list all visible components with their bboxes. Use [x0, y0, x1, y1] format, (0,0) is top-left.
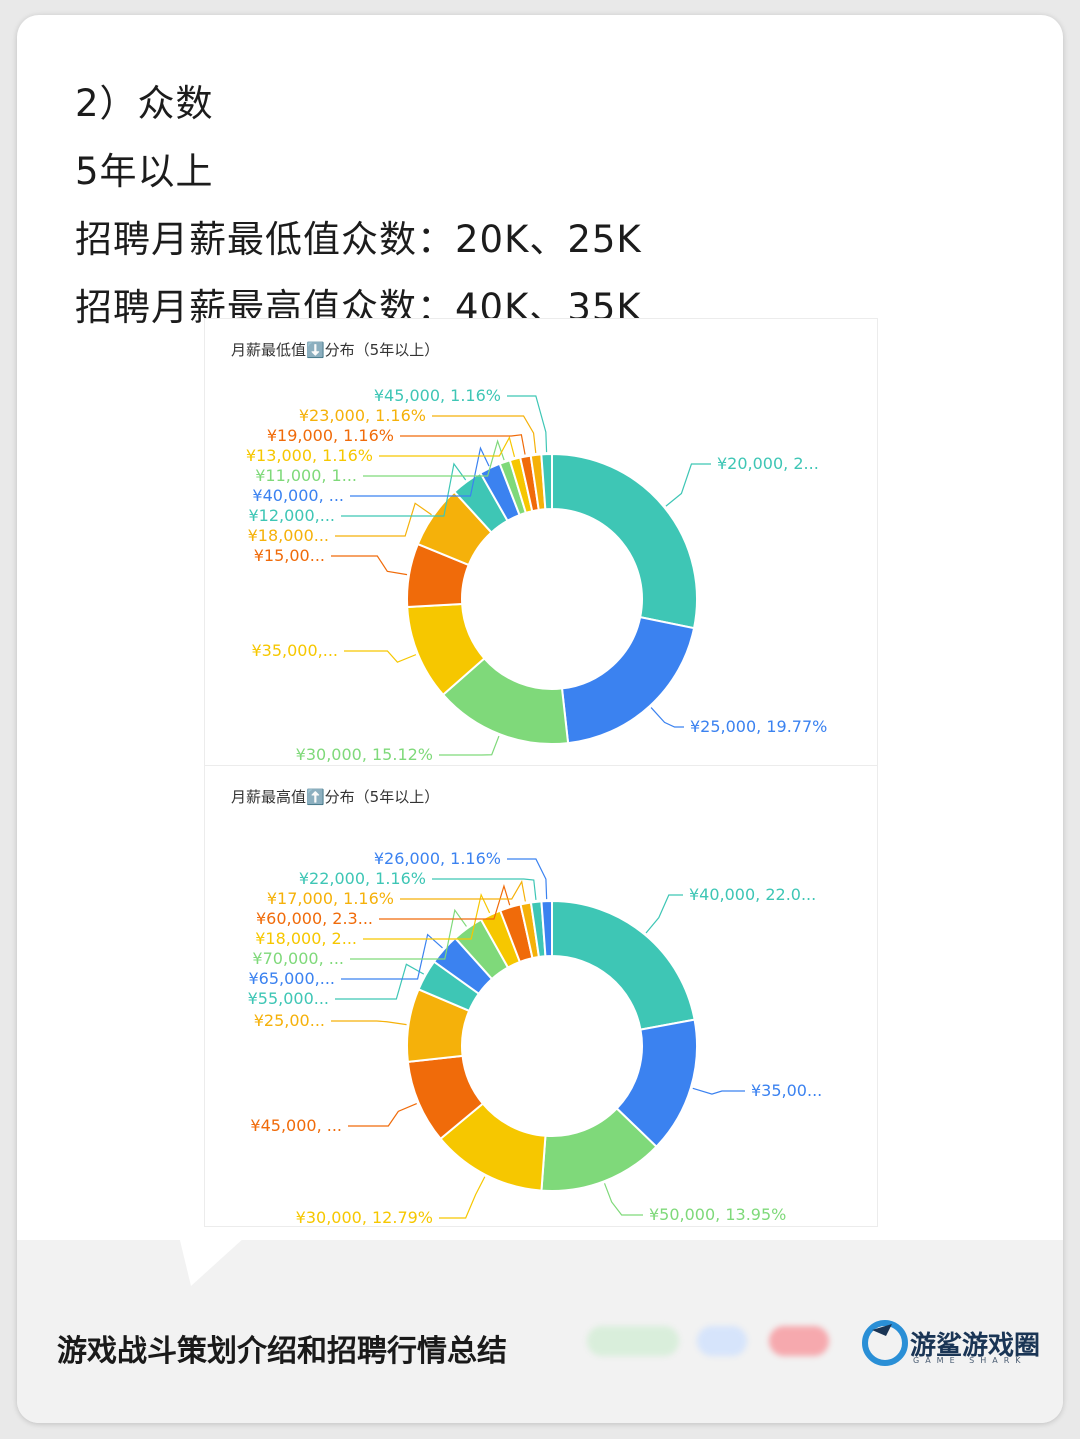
leader-line	[650, 707, 684, 728]
leader-line	[331, 555, 408, 576]
slice-label: ¥18,000, 2...	[255, 929, 357, 948]
slice-label: ¥13,000, 1.16%	[246, 446, 373, 465]
leader-line	[665, 463, 711, 507]
leader-line	[603, 1183, 643, 1216]
slice-label: ¥65,000,...	[248, 969, 335, 988]
leader-line	[348, 1102, 417, 1127]
leader-line	[341, 933, 443, 980]
leader-line	[331, 1020, 407, 1026]
slice-label: ¥55,000...	[248, 989, 329, 1008]
leader-line	[400, 880, 526, 902]
blurred-wechat-badge	[587, 1326, 679, 1356]
slice-label: ¥22,000, 1.16%	[299, 869, 426, 888]
leader-line	[692, 1087, 745, 1095]
donut-slice	[540, 452, 553, 511]
leader-line	[344, 650, 417, 663]
leader-line	[379, 883, 511, 920]
blurred-redbook-badge	[769, 1326, 829, 1356]
leader-line	[363, 892, 491, 940]
leader-line	[335, 502, 432, 537]
max-salary-donut-chart: 月薪最高值⬆️分布（5年以上） ¥40,000, 22.0... ¥35,00..…	[204, 765, 878, 1227]
slice-label: ¥20,000, 2...	[717, 454, 819, 473]
slice-label: ¥30,000, 12.79%	[296, 1208, 433, 1226]
donut-svg: ¥20,000, 2... ¥25,000, 19.77% ¥30,000, 15.…	[246, 386, 828, 764]
slice-label: ¥30,000, 15.12%	[296, 745, 433, 764]
slice-label: ¥26,000, 1.16%	[374, 849, 501, 868]
slice-label: ¥70,000, ...	[252, 949, 344, 968]
leader-line	[432, 878, 537, 900]
slice-label: ¥17,000, 1.16%	[267, 889, 394, 908]
leader-line	[432, 415, 537, 453]
slice-label: ¥40,000, 22.0...	[689, 885, 816, 904]
footer-title: 游戏战斗策划介绍和招聘行情总结	[57, 1334, 507, 1369]
slice-label: ¥40,000, ...	[252, 486, 344, 505]
leader-line	[350, 446, 490, 497]
leader-line	[439, 1176, 486, 1219]
gameshark-logo-icon	[862, 1320, 908, 1366]
speech-notch	[177, 1228, 255, 1286]
slice-label: ¥35,00...	[751, 1081, 822, 1100]
leader-line	[350, 908, 467, 960]
donut-slice	[560, 615, 696, 745]
chart-title: 月薪最低值⬇️分布（5年以上）	[231, 341, 440, 359]
chart-title: 月薪最高值⬆️分布（5年以上）	[231, 788, 440, 806]
section-heading: 2）众数	[75, 82, 214, 125]
leader-line	[439, 735, 500, 756]
slice-label: ¥60,000, 2.3...	[256, 909, 373, 928]
min-salary-mode-line: 招聘月薪最低值众数：20K、25K	[75, 218, 642, 261]
leader-line	[363, 439, 505, 477]
leader-line	[400, 434, 526, 455]
slice-label: ¥18,000...	[248, 526, 329, 545]
min-salary-donut-chart: 月薪最低值⬇️分布（5年以上） ¥20,000, 2... ¥25,000, 19…	[204, 318, 878, 767]
leader-line	[645, 894, 683, 934]
leader-line	[507, 858, 548, 900]
slice-label: ¥12,000,...	[248, 506, 335, 525]
donut-slice	[551, 899, 696, 1031]
slice-label: ¥25,000, 19.77%	[690, 717, 827, 736]
donut-svg: ¥40,000, 22.0... ¥35,00... ¥50,000, 13.95%…	[248, 849, 823, 1226]
experience-line: 5年以上	[75, 150, 214, 193]
leader-line	[335, 963, 425, 1000]
slice-label: ¥45,000, ...	[250, 1116, 342, 1135]
blurred-zhihu-badge	[697, 1326, 747, 1356]
slice-label: ¥25,00...	[254, 1011, 325, 1030]
logo-text: 游鲨游戏圈	[910, 1331, 1041, 1361]
slice-label: ¥19,000, 1.16%	[267, 426, 394, 445]
logo-subtitle: GAME SHARK	[913, 1356, 1027, 1365]
donut-slice	[551, 452, 698, 630]
leader-line	[507, 395, 548, 453]
slice-label: ¥35,000,...	[251, 641, 338, 660]
slice-label: ¥50,000, 13.95%	[649, 1205, 786, 1224]
slice-label: ¥23,000, 1.16%	[299, 406, 426, 425]
donut-slice	[540, 899, 553, 958]
slice-label: ¥45,000, 1.16%	[374, 386, 501, 405]
article-card: 2）众数 5年以上 招聘月薪最低值众数：20K、25K 招聘月薪最高值众数：40…	[17, 15, 1063, 1423]
leader-line	[341, 462, 467, 517]
slice-label: ¥11,000, 1...	[255, 466, 357, 485]
leader-line	[379, 435, 516, 458]
slice-label: ¥15,00...	[254, 546, 325, 565]
